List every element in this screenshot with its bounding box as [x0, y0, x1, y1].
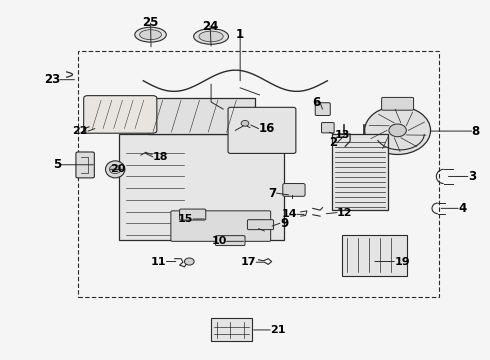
Text: 20: 20 [110, 165, 126, 174]
Text: 24: 24 [202, 20, 219, 33]
Text: 3: 3 [468, 170, 476, 183]
FancyBboxPatch shape [382, 98, 414, 110]
FancyBboxPatch shape [315, 103, 330, 116]
FancyBboxPatch shape [84, 96, 157, 133]
Text: 8: 8 [472, 125, 480, 138]
FancyBboxPatch shape [216, 236, 245, 246]
FancyBboxPatch shape [283, 184, 305, 196]
Text: 7: 7 [269, 186, 276, 199]
Circle shape [109, 165, 121, 174]
Text: 11: 11 [151, 257, 167, 266]
Text: 12: 12 [337, 208, 352, 217]
Bar [148, 99, 255, 134]
Text: 14: 14 [281, 210, 297, 219]
Text: 4: 4 [458, 202, 466, 215]
Circle shape [241, 121, 249, 126]
Text: 1: 1 [236, 28, 244, 41]
Circle shape [184, 258, 194, 265]
Circle shape [365, 106, 431, 154]
FancyBboxPatch shape [171, 211, 270, 241]
Bar [211, 318, 252, 341]
Text: 2: 2 [329, 136, 337, 149]
FancyBboxPatch shape [76, 152, 95, 178]
Bar [119, 134, 284, 240]
Text: 15: 15 [178, 214, 193, 224]
Text: 9: 9 [280, 217, 288, 230]
Text: 19: 19 [394, 257, 410, 266]
Ellipse shape [140, 30, 161, 40]
Text: 25: 25 [143, 17, 159, 30]
Text: 21: 21 [270, 325, 286, 335]
FancyBboxPatch shape [228, 107, 296, 153]
Text: 16: 16 [259, 122, 275, 135]
Text: 10: 10 [211, 236, 226, 246]
Text: 17: 17 [241, 257, 256, 267]
Ellipse shape [199, 31, 223, 42]
Circle shape [389, 124, 406, 137]
Text: 18: 18 [153, 152, 169, 162]
FancyBboxPatch shape [247, 220, 273, 230]
Text: 23: 23 [44, 73, 60, 86]
Ellipse shape [194, 29, 228, 44]
Ellipse shape [105, 161, 125, 178]
Text: 6: 6 [312, 96, 320, 109]
FancyBboxPatch shape [180, 209, 206, 220]
Bar [342, 235, 407, 276]
Ellipse shape [135, 27, 166, 42]
Text: 13: 13 [335, 130, 350, 140]
Bar [332, 134, 388, 210]
Text: 5: 5 [52, 158, 61, 171]
Text: 22: 22 [73, 126, 88, 136]
Bar [78, 51, 439, 297]
FancyBboxPatch shape [321, 123, 334, 133]
